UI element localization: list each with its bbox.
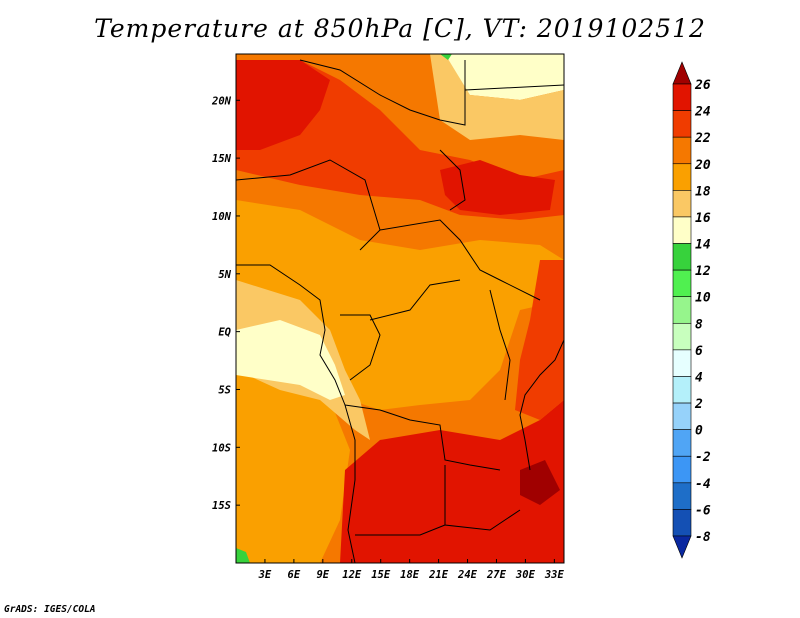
field-22c-east <box>515 260 564 420</box>
field-12c-spot <box>236 548 250 563</box>
colorbar-label: 18 <box>695 184 711 199</box>
lat-tick-label: 10N <box>212 211 232 223</box>
lat-tick-label: 15N <box>212 153 232 165</box>
lon-tick-label: 3E <box>258 569 272 581</box>
field-18c-central <box>236 200 564 410</box>
colorbar-box <box>672 322 692 351</box>
field-24c-sudan <box>440 160 555 215</box>
lon-tick-label: 9E <box>316 569 329 581</box>
lon-tick-label: 27E <box>486 569 507 581</box>
colorbar-label: 26 <box>694 78 711 93</box>
colorbar-label: 6 <box>695 344 703 359</box>
colorbar-box <box>672 269 692 298</box>
colorbar-box <box>672 296 692 324</box>
colorbar-bottom-triangle <box>672 535 692 559</box>
lat-tick-label: EQ <box>218 327 231 339</box>
colorbar-label: -2 <box>695 450 711 465</box>
temperature-field <box>236 54 564 563</box>
border-5 <box>369 279 461 321</box>
field-14c-tongue <box>236 320 345 400</box>
border-3 <box>379 219 541 301</box>
field-26c-spot <box>520 460 560 505</box>
colorbar-label: -8 <box>695 530 711 545</box>
boundaries <box>236 59 564 563</box>
lat-tick-label: 20N <box>211 95 232 107</box>
lon-tick-label: 6E <box>288 569 301 581</box>
colorbar-box <box>672 376 692 404</box>
colorbar-box <box>672 455 692 484</box>
lon-tick-label: 15E <box>371 569 391 581</box>
lat-tick-label: 15S <box>212 500 231 512</box>
colorbar-label: 14 <box>695 238 711 253</box>
coastline-west <box>236 264 356 563</box>
colorbar-label: 12 <box>695 264 711 279</box>
border-11 <box>489 289 511 401</box>
colorbar-box <box>672 216 692 244</box>
field-24c-south <box>340 400 564 563</box>
colorbar-box <box>672 190 692 218</box>
colorbar-label: 2 <box>694 397 703 412</box>
field-24c-northwest <box>236 60 330 150</box>
colorbar-label: -4 <box>695 477 711 492</box>
colorbar-label: 20 <box>694 158 711 173</box>
colorbar-box <box>672 163 692 191</box>
colorbar-label: 0 <box>695 424 703 439</box>
lat-tick-label: 5N <box>218 269 231 281</box>
border-10 <box>439 149 466 211</box>
colorbar-label: 24 <box>694 105 711 120</box>
lon-tick-label: 12E <box>342 569 362 581</box>
colorbar-label: -6 <box>695 503 711 518</box>
border-2 <box>299 59 466 126</box>
border-4 <box>340 314 381 381</box>
colorbar-label: 22 <box>694 131 711 146</box>
border-9 <box>464 84 564 91</box>
colorbar-box <box>672 83 692 111</box>
field-12c-spot-north <box>440 54 452 60</box>
colorbar-box <box>672 429 692 457</box>
field-14c-north <box>440 54 564 100</box>
axis-ticks: 3E 6E 9E 12E 15E 18E 21E 24E 27E 30E 33E 20N 15N 10N 5… <box>211 95 564 581</box>
lat-tick-label: 10S <box>212 442 231 454</box>
colorbar-label: 8 <box>695 317 703 332</box>
lon-tick-label: 18E <box>400 569 420 581</box>
colorbar-label: 10 <box>695 291 711 306</box>
credit-text: GrADS: IGES/COLA <box>4 604 96 615</box>
colorbar-box <box>672 402 692 430</box>
border-7 <box>444 465 521 531</box>
colorbar-box <box>672 509 692 537</box>
lon-tick-label: 21E <box>428 569 449 581</box>
plot-frame <box>235 53 565 564</box>
colorbar-box <box>672 136 692 165</box>
map-title: Temperature at 850hPa [C], VT: 201910251… <box>94 14 706 43</box>
lon-tick-label: 33E <box>544 569 565 581</box>
border-1 <box>236 159 381 251</box>
colorbar-box <box>672 243 692 271</box>
border-8 <box>355 524 446 536</box>
colorbar-box <box>672 349 692 377</box>
colorbar-box <box>672 110 692 138</box>
lat-tick-label: 5S <box>218 384 231 396</box>
lon-tick-label: 30E <box>515 569 536 581</box>
lon-tick-label: 24E <box>457 569 478 581</box>
field-16c-north <box>430 54 564 140</box>
colorbar-label: 4 <box>695 370 703 385</box>
border-6 <box>344 404 501 471</box>
colorbar-box <box>672 482 692 510</box>
coastline-east <box>519 339 564 471</box>
field-18c-atlantic <box>236 360 350 563</box>
colorbar-top-triangle <box>672 61 692 85</box>
colorbar-label: 16 <box>695 211 711 226</box>
